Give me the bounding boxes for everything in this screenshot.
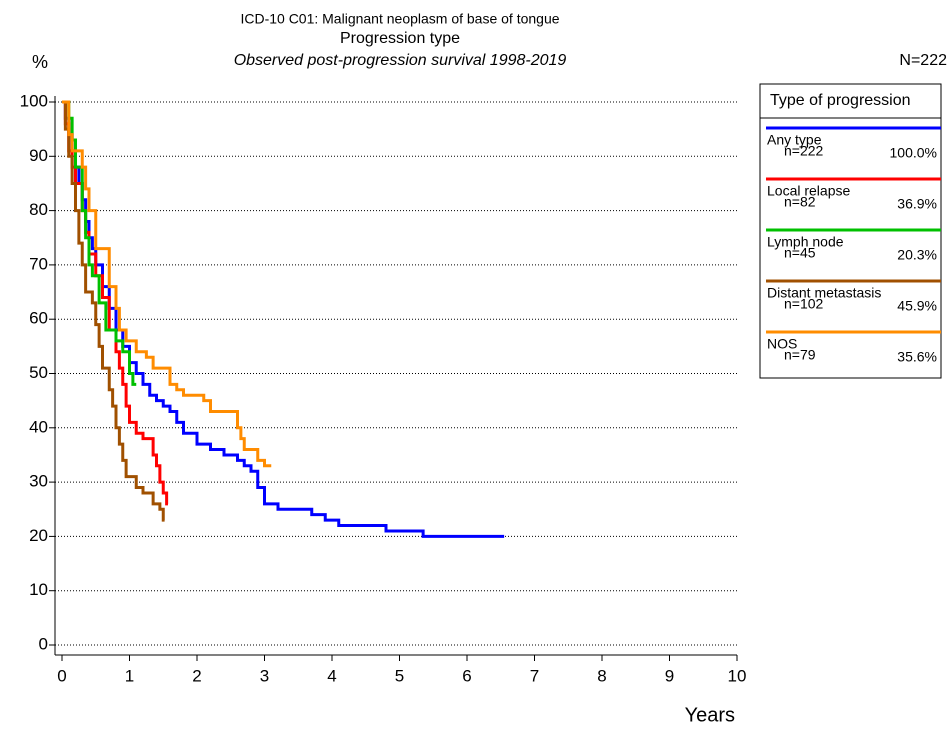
y-tick-label: 80 bbox=[29, 200, 48, 219]
legend-share: 45.9% bbox=[897, 298, 937, 314]
y-tick-label: 50 bbox=[29, 363, 48, 382]
survival-curve bbox=[62, 100, 137, 386]
legend-label: Distant metastasis bbox=[767, 285, 881, 301]
chart-subtitle: Progression type bbox=[340, 30, 460, 47]
x-tick-label: 8 bbox=[597, 666, 606, 685]
x-tick-label: 9 bbox=[665, 666, 674, 685]
x-tick-label: 1 bbox=[125, 666, 134, 685]
y-tick-label: 30 bbox=[29, 472, 48, 491]
legend-label: Lymph node bbox=[767, 234, 844, 250]
legend-count: n=45 bbox=[784, 245, 816, 261]
legend-label: Any type bbox=[767, 132, 822, 148]
survival-curve bbox=[62, 100, 505, 538]
y-tick-label: 60 bbox=[29, 309, 48, 328]
y-tick-label: 100 bbox=[20, 91, 48, 110]
legend-title: Type of progression bbox=[770, 92, 911, 109]
y-tick-label: 0 bbox=[39, 634, 48, 653]
y-tick-label: 20 bbox=[29, 526, 48, 545]
y-tick-label: 40 bbox=[29, 417, 48, 436]
legend-count: n=222 bbox=[784, 143, 824, 159]
x-tick-label: 3 bbox=[260, 666, 269, 685]
x-tick-label: 10 bbox=[728, 666, 747, 685]
legend-count: n=79 bbox=[784, 347, 816, 363]
survival-curve bbox=[62, 100, 169, 506]
x-tick-label: 4 bbox=[327, 666, 336, 685]
survival-curve bbox=[62, 100, 272, 468]
x-tick-label: 7 bbox=[530, 666, 539, 685]
chart-caption: Observed post-progression survival 1998-… bbox=[234, 52, 567, 69]
y-tick-label: 90 bbox=[29, 146, 48, 165]
legend-share: 20.3% bbox=[897, 247, 937, 263]
legend-label: NOS bbox=[767, 336, 797, 352]
x-axis-label: Years bbox=[685, 704, 735, 726]
y-axis-label: % bbox=[32, 52, 48, 72]
legend-share: 36.9% bbox=[897, 196, 937, 212]
x-tick-label: 0 bbox=[57, 666, 66, 685]
chart-title: ICD-10 C01: Malignant neoplasm of base o… bbox=[240, 11, 559, 27]
legend-count: n=102 bbox=[784, 296, 824, 312]
legend-label: Local relapse bbox=[767, 183, 850, 199]
y-tick-label: 70 bbox=[29, 254, 48, 273]
legend-count: n=82 bbox=[784, 194, 816, 210]
x-tick-label: 6 bbox=[462, 666, 471, 685]
total-count: N=222 bbox=[899, 52, 947, 69]
legend-share: 100.0% bbox=[890, 145, 937, 161]
x-tick-label: 2 bbox=[192, 666, 201, 685]
legend-share: 35.6% bbox=[897, 349, 937, 365]
survival-curve bbox=[62, 100, 165, 522]
y-tick-label: 10 bbox=[29, 580, 48, 599]
x-tick-label: 5 bbox=[395, 666, 404, 685]
